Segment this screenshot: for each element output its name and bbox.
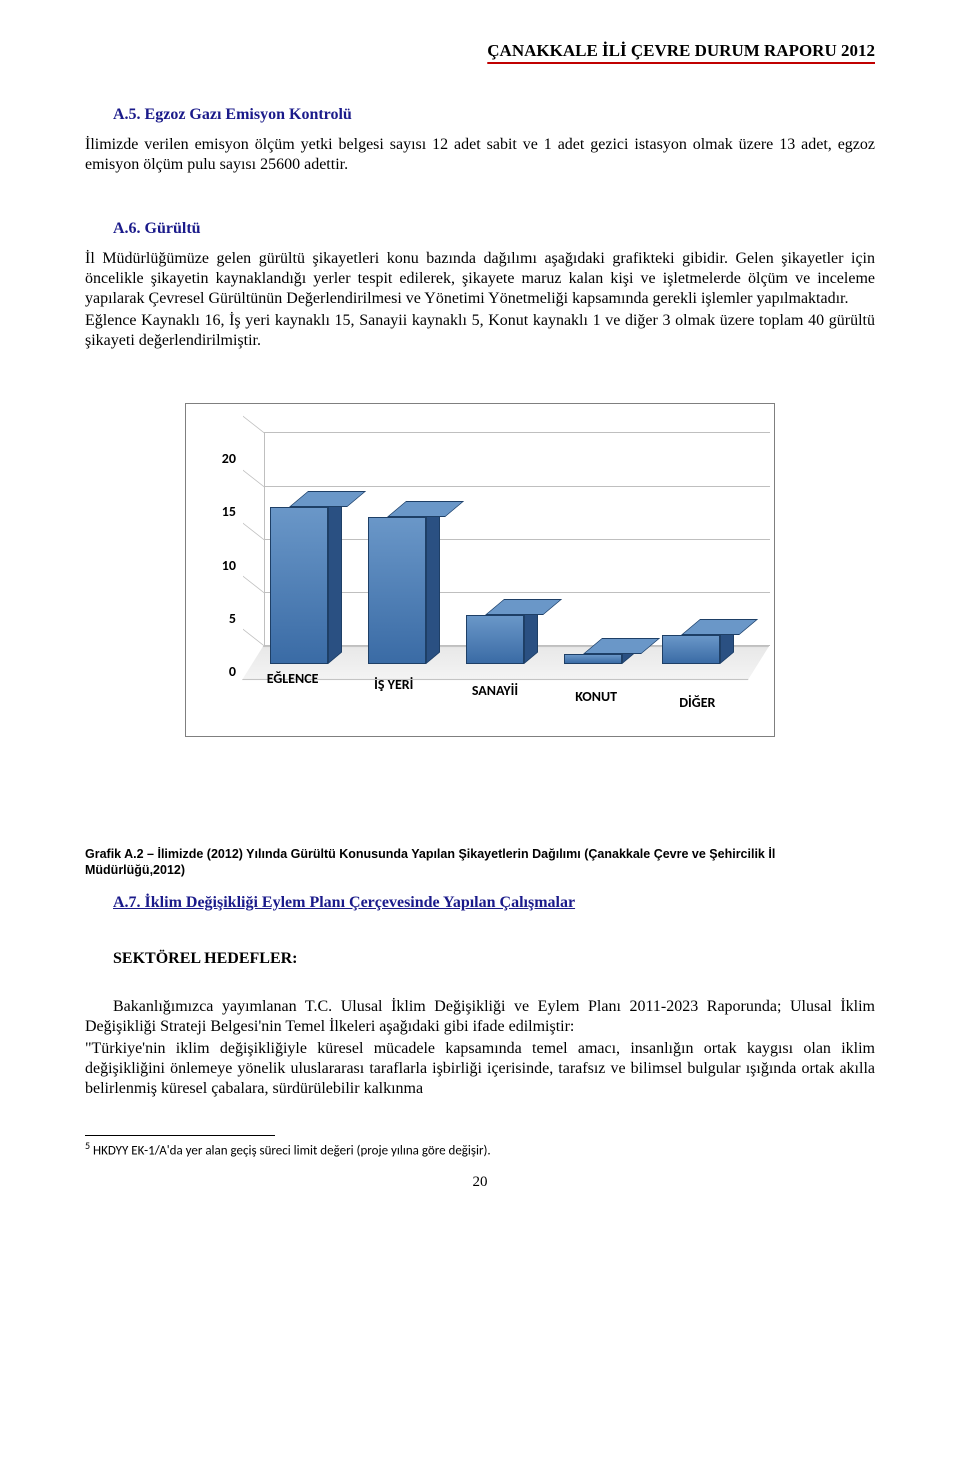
y-tick-label: 5 <box>229 610 236 628</box>
y-tick-label: 15 <box>222 503 236 521</box>
section-a7-heading: A.7. İklim Değişikliği Eylem Planı Çerçe… <box>85 893 875 913</box>
section-a5-para1: İlimizde verilen emisyon ölçüm yetki bel… <box>85 135 875 175</box>
footnote-rule <box>85 1135 275 1136</box>
chart-bars <box>242 450 748 664</box>
chart-bar <box>368 517 426 664</box>
x-tick-label: İŞ YERİ <box>349 676 439 694</box>
x-tick-label: EĞLENCE <box>248 670 338 688</box>
section-a6-heading: A.6. Gürültü <box>85 219 875 239</box>
chart-x-axis: EĞLENCE İŞ YERİ SANAYİİ KONUT DİĞER <box>242 680 748 720</box>
x-tick-label: DİĞER <box>652 694 742 712</box>
chart-plot-area <box>242 450 748 680</box>
section-a7-para1: Bakanlığımızca yayımlanan T.C. Ulusal İk… <box>85 997 875 1037</box>
footnote-marker: 5 <box>85 1139 90 1152</box>
section-a7-para2: "Türkiye'nin iklim değişikliğiyle kürese… <box>85 1039 875 1099</box>
page-number: 20 <box>85 1173 875 1192</box>
figure-caption: Grafik A.2 – İlimizde (2012) Yılında Gür… <box>85 847 875 878</box>
x-tick-label: KONUT <box>551 688 641 706</box>
footnote-text: HKDYY EK-1/A'da yer alan geçiş süreci li… <box>93 1143 491 1158</box>
chart-bar <box>466 615 524 664</box>
section-a5-heading: A.5. Egzoz Gazı Emisyon Kontrolü <box>85 105 875 125</box>
y-tick-label: 10 <box>222 557 236 575</box>
footnote: 5 HKDYY EK-1/A'da yer alan geçiş süreci … <box>85 1140 875 1160</box>
y-tick-label: 0 <box>229 663 236 681</box>
noise-complaints-chart: 20 15 10 5 0 EĞLENCE İŞ YERİ SANAYİİ KON… <box>185 403 775 737</box>
chart-bar <box>662 635 720 664</box>
x-tick-label: SANAYİİ <box>450 682 540 700</box>
section-a6-para1: İl Müdürlüğümüze gelen gürültü şikayetle… <box>85 249 875 309</box>
document-header: ÇANAKKALE İLİ ÇEVRE DURUM RAPORU 2012 <box>85 40 875 61</box>
chart-bar <box>564 654 622 664</box>
chart-y-axis: 20 15 10 5 0 <box>202 450 242 680</box>
section-a7-subheading: SEKTÖREL HEDEFLER: <box>85 949 875 969</box>
y-tick-label: 20 <box>222 450 236 468</box>
chart-bar <box>270 507 328 664</box>
section-a6-para2: Eğlence Kaynaklı 16, İş yeri kaynaklı 15… <box>85 311 875 351</box>
